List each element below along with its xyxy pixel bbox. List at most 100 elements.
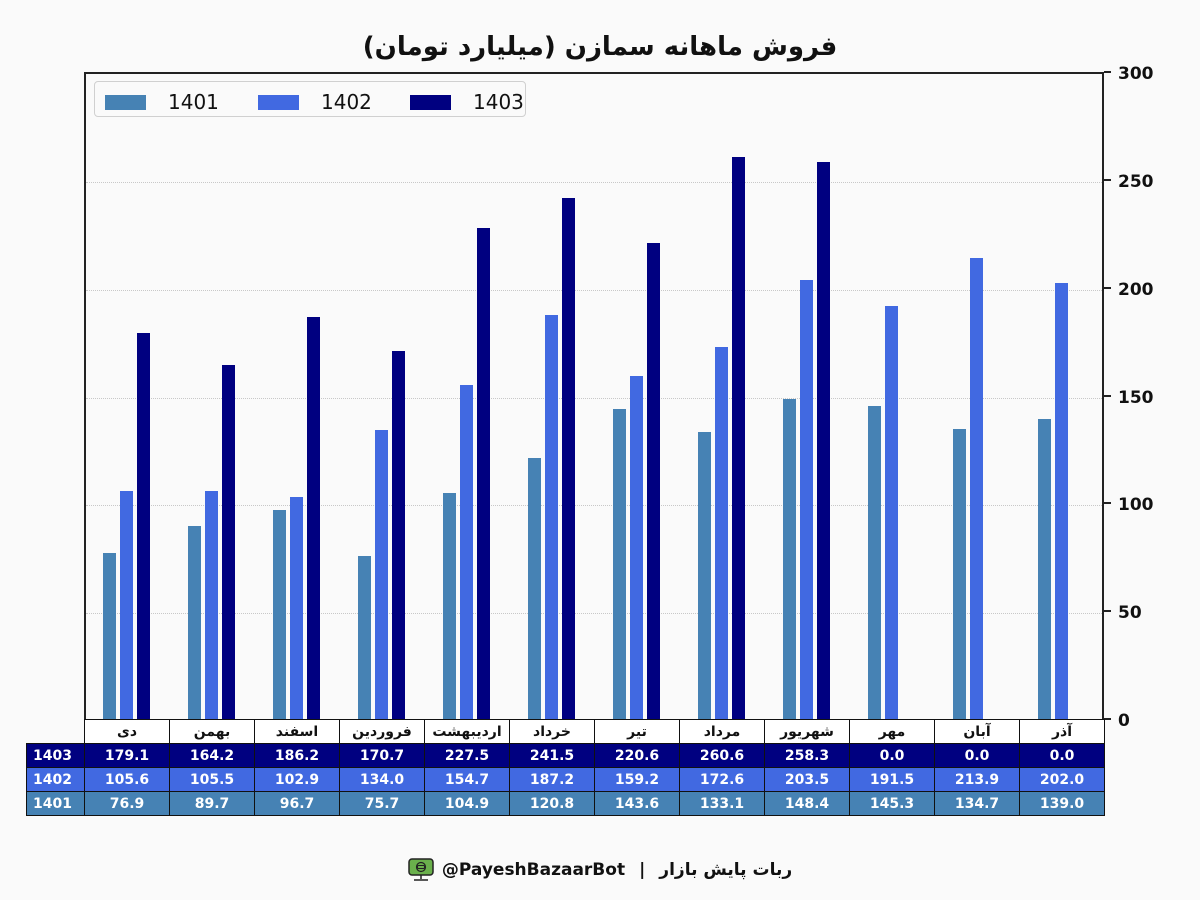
legend-item-1401: 1401 [105,90,219,114]
y-tick-label: 0 [1118,711,1130,731]
table-column-header: شهریور [764,719,850,744]
bar-1401 [868,405,881,719]
bar-1401 [1038,419,1051,719]
table-cell: 213.9 [934,767,1020,792]
bar-1402 [120,491,133,719]
bar-1401 [613,409,626,719]
y-tick [1104,286,1111,289]
table-cell: 159.2 [594,767,680,792]
y-tick [1104,394,1111,397]
bar-1403 [222,364,235,719]
bar-1402 [715,346,728,719]
bar-1401 [698,431,711,719]
table-column-header: آبان [934,719,1020,744]
bar-1402 [545,315,558,719]
table-cell: 0.0 [1019,743,1105,768]
table-cell: 164.2 [169,743,255,768]
table-row-1401: 1401 76.9 89.7 96.7 75.7 104.9 120.8 143.6 133.1… [26,791,1105,816]
table-column-header: اردیبهشت [424,719,510,744]
table-column-header: خرداد [509,719,595,744]
table-cell: 133.1 [679,791,765,816]
bar-1401 [273,510,286,719]
table-column-header: اسفند [254,719,340,744]
table-cell: 260.6 [679,743,765,768]
legend-label: 1402 [321,90,372,114]
bar-1402 [970,257,983,719]
table-cell: 154.7 [424,767,510,792]
table-cell: 258.3 [764,743,850,768]
table-column-header: مرداد [679,719,765,744]
bar-1403 [732,156,745,719]
table-cell: 187.2 [509,767,595,792]
table-column-header: دی [84,719,170,744]
table-cell: 143.6 [594,791,680,816]
bar-1401 [103,553,116,719]
y-tick [1104,718,1111,720]
bar-1403 [817,161,830,719]
gridline [86,613,1102,615]
table-column-header: مهر [849,719,935,744]
table-cell: 220.6 [594,743,680,768]
footer: @PayeshBazaarBot | ربات پایش بازار [0,858,1200,882]
bar-1402 [1055,283,1068,719]
bot-handle: @PayeshBazaarBot [441,860,626,880]
bar-1402 [800,280,813,719]
table-column-header: آذر [1019,719,1105,744]
table-row-label: 1401 [26,791,85,816]
table-cell: 96.7 [254,791,340,816]
legend-swatch [105,94,146,110]
y-tick [1104,178,1111,181]
gridline [86,181,1102,183]
bar-1401 [783,398,796,719]
table-cell: 202.0 [1019,767,1105,792]
table-cell: 76.9 [84,791,170,816]
table-cell: 134.0 [339,767,425,792]
bar-1403 [307,317,320,719]
table-cell: 227.5 [424,743,510,768]
chart-title: فروش ماهانه سمازن (میلیارد تومان) [362,32,838,62]
bar-1401 [188,525,201,719]
y-tick [1104,502,1111,505]
table-cell: 145.3 [849,791,935,816]
table-cell: 148.4 [764,791,850,816]
bar-1401 [358,555,371,719]
table-cell: 203.5 [764,767,850,792]
bar-1402 [630,375,643,719]
table-row-1402: 1402 105.6 105.5 102.9 134.0 154.7 187.2 159.2 1… [26,767,1105,792]
bar-1402 [460,385,473,719]
table-column-header: فروردین [339,719,425,744]
table-cell: 89.7 [169,791,255,816]
table-cell: 102.9 [254,767,340,792]
table-cell: 170.7 [339,743,425,768]
legend-swatch [258,94,299,110]
table-header-row: دی بهمن اسفند فروردین اردیبهشت خرداد تیر مرداد ش… [26,719,1105,744]
bar-1401 [528,458,541,719]
table-cell: 172.6 [679,767,765,792]
table-cell: 241.5 [509,743,595,768]
table-cell: 139.0 [1019,791,1105,816]
legend-item-1403: 1403 [410,90,524,114]
data-table: دی بهمن اسفند فروردین اردیبهشت خرداد تیر مرداد ش… [26,719,1105,816]
table-cell: 0.0 [934,743,1020,768]
table-cell: 120.8 [509,791,595,816]
y-tick [1104,610,1111,613]
legend-label: 1403 [473,90,524,114]
gridline [86,289,1102,291]
table-row-label: 1402 [26,767,85,792]
bar-1402 [375,430,388,719]
table-cell: 105.5 [169,767,255,792]
bar-1401 [953,428,966,719]
y-tick-label: 100 [1118,495,1154,516]
legend-item-1402: 1402 [258,90,372,114]
legend: 1401 1402 1403 [94,81,526,117]
bar-1403 [477,228,490,719]
bar-1402 [290,497,303,719]
bar-1401 [443,492,456,719]
table-cell: 0.0 [849,743,935,768]
y-tick-label: 50 [1118,603,1142,624]
legend-swatch [410,94,451,110]
table-row-label: 1403 [26,743,85,768]
y-tick-label: 200 [1118,279,1154,300]
table-cell: 179.1 [84,743,170,768]
y-tick-label: 150 [1118,387,1154,408]
